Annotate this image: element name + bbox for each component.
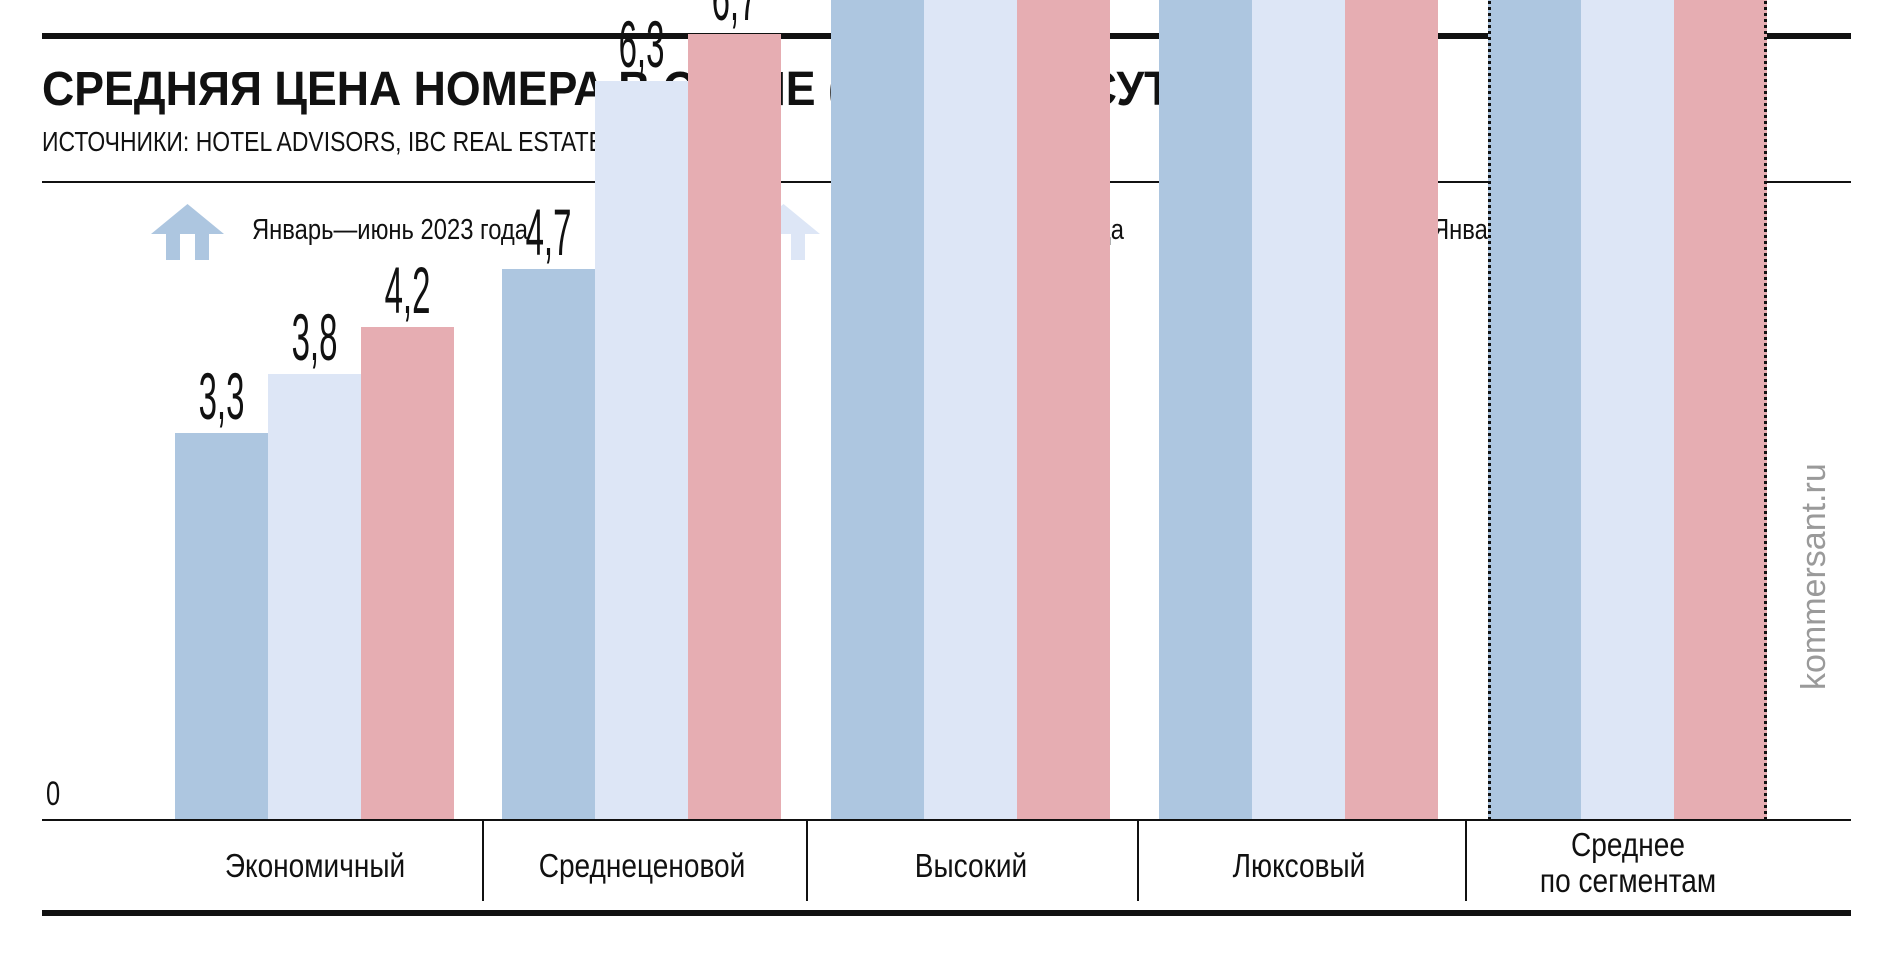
bar bbox=[924, 0, 1017, 820]
data-label: 3,3 bbox=[198, 358, 245, 433]
data-label: 6,7 bbox=[696, 0, 773, 30]
category-label-line: Экономичный bbox=[224, 847, 405, 884]
bar bbox=[595, 81, 688, 820]
bar bbox=[175, 432, 268, 820]
x-axis-line bbox=[42, 819, 1851, 821]
category-separator bbox=[482, 820, 484, 901]
category-label-line: Среднее bbox=[1570, 826, 1685, 863]
category-label: Среднее по сегментам bbox=[1458, 827, 1798, 899]
bar bbox=[268, 374, 361, 820]
legend-label: Январь—июнь 2023 года bbox=[252, 214, 529, 246]
bar bbox=[831, 0, 924, 820]
category-label: Экономичный bbox=[145, 848, 485, 884]
bar bbox=[1674, 0, 1767, 820]
chart-subtitle: ИСТОЧНИКИ: HOTEL ADVISORS, IBC REAL ESTA… bbox=[42, 126, 611, 157]
category-label-line: Люксовый bbox=[1232, 847, 1365, 884]
bar bbox=[1345, 0, 1438, 820]
arrow-up-icon bbox=[151, 204, 224, 260]
data-label: 6,3 bbox=[618, 7, 665, 81]
category-label: Среднеценовой bbox=[472, 848, 812, 884]
bar bbox=[1581, 0, 1674, 820]
category-separator bbox=[1137, 820, 1139, 901]
bar bbox=[502, 268, 595, 820]
bar bbox=[1159, 0, 1252, 820]
category-label-line: по сегментам bbox=[1539, 862, 1716, 899]
y-tick-label: 0 bbox=[46, 775, 61, 813]
data-label: 4,7 bbox=[525, 194, 572, 269]
bar bbox=[688, 34, 781, 820]
bar bbox=[1488, 0, 1581, 820]
bottom-rule bbox=[42, 910, 1851, 916]
category-separator bbox=[806, 820, 808, 901]
category-label-line: Высокий bbox=[914, 847, 1027, 884]
data-label: 4,2 bbox=[384, 253, 431, 328]
bar bbox=[1017, 0, 1110, 820]
category-label-line: Среднеценовой bbox=[538, 847, 745, 884]
category-separator bbox=[1465, 820, 1467, 901]
data-label: 3,8 bbox=[291, 300, 338, 375]
category-label: Высокий bbox=[801, 848, 1141, 884]
bar bbox=[361, 327, 454, 820]
watermark: kommersant.ru bbox=[1795, 463, 1833, 690]
category-label: Люксовый bbox=[1129, 848, 1469, 884]
bar bbox=[1252, 0, 1345, 820]
